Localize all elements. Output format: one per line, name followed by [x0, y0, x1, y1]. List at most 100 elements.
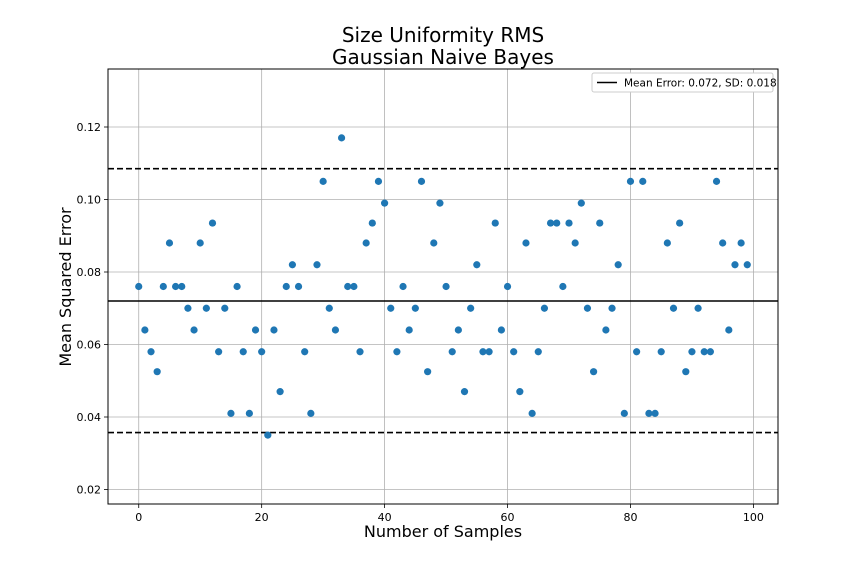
- data-point: [688, 348, 696, 356]
- data-point: [510, 348, 518, 356]
- chart-subtitle: Gaussian Naive Bayes: [332, 45, 554, 69]
- data-point: [559, 282, 567, 291]
- x-axis-label: Number of Samples: [364, 522, 522, 541]
- data-point: [467, 304, 475, 312]
- data-point: [233, 282, 241, 291]
- data-point: [608, 304, 616, 312]
- data-point: [712, 177, 721, 185]
- data-point: [663, 239, 671, 247]
- data-point: [614, 261, 622, 269]
- data-point: [571, 239, 579, 247]
- legend: Mean Error: 0.072, SD: 0.018: [591, 72, 777, 93]
- data-point: [319, 177, 327, 185]
- data-point: [215, 348, 223, 356]
- data-point: [208, 219, 217, 227]
- data-point: [522, 239, 530, 247]
- data-point: [264, 431, 272, 439]
- data-point: [682, 368, 690, 376]
- data-point: [448, 348, 456, 356]
- data-point: [221, 304, 229, 312]
- data-point: [706, 348, 714, 356]
- data-point: [288, 261, 297, 269]
- data-point: [337, 134, 346, 142]
- data-point: [442, 282, 450, 291]
- data-point: [454, 326, 462, 334]
- data-point: [301, 348, 309, 356]
- data-point: [719, 239, 727, 247]
- data-point: [479, 348, 487, 356]
- x-tick-label: 60: [501, 511, 515, 524]
- legend-box: [591, 72, 774, 93]
- data-point: [565, 219, 573, 227]
- data-point: [639, 177, 647, 185]
- x-axis-ticks: 0 20 40 60 80 100: [135, 504, 764, 524]
- data-point: [251, 326, 260, 334]
- data-point: [172, 282, 180, 291]
- data-point: [178, 282, 186, 291]
- data-point: [725, 326, 733, 334]
- data-point: [546, 219, 555, 227]
- data-point: [325, 304, 333, 312]
- data-point: [368, 219, 376, 227]
- data-point: [356, 348, 364, 356]
- data-point: [473, 261, 481, 269]
- data-point: [307, 409, 315, 417]
- data-point: [196, 239, 204, 247]
- chart-title: Size Uniformity RMS: [342, 23, 544, 47]
- y-axis-label: Mean Squared Error: [56, 207, 75, 367]
- data-point: [313, 261, 321, 269]
- data-point: [737, 239, 745, 247]
- data-point: [294, 282, 303, 291]
- data-point: [258, 348, 266, 356]
- y-tick-label: 0.08: [77, 266, 102, 279]
- data-point: [393, 348, 401, 356]
- data-point: [497, 326, 505, 334]
- data-point: [387, 304, 395, 312]
- data-point: [417, 177, 426, 185]
- data-point: [516, 388, 524, 396]
- data-point: [534, 348, 542, 356]
- data-point: [436, 199, 444, 207]
- data-point: [645, 409, 653, 417]
- data-point: [276, 388, 284, 396]
- x-tick-label: 80: [623, 511, 637, 524]
- data-point: [602, 326, 610, 334]
- data-point: [141, 326, 149, 334]
- x-tick-label: 0: [135, 511, 142, 524]
- data-point: [411, 304, 419, 312]
- data-point: [362, 239, 370, 247]
- plot-frame: [107, 68, 779, 505]
- data-point: [344, 282, 352, 291]
- data-point: [620, 409, 628, 417]
- data-point: [657, 348, 665, 356]
- data-point: [743, 261, 751, 269]
- data-point: [669, 304, 678, 312]
- data-point: [374, 177, 383, 185]
- x-tick-label: 40: [378, 511, 392, 524]
- data-point: [227, 409, 235, 417]
- data-point: [485, 348, 493, 356]
- data-point: [184, 304, 192, 312]
- data-point: [245, 409, 253, 417]
- data-point: [165, 239, 174, 247]
- y-tick-label: 0.10: [77, 194, 102, 207]
- data-point: [553, 219, 561, 227]
- y-tick-label: 0.02: [77, 484, 102, 497]
- x-tick-label: 20: [255, 511, 269, 524]
- data-point: [700, 348, 708, 356]
- data-point: [651, 409, 659, 417]
- data-point: [399, 282, 407, 291]
- data-point: [540, 304, 549, 312]
- data-point: [583, 304, 592, 312]
- data-point: [202, 304, 210, 312]
- data-point: [135, 282, 143, 291]
- y-tick-label: 0.04: [77, 411, 102, 424]
- data-point: [491, 219, 499, 227]
- data-point: [589, 368, 598, 376]
- data-point: [528, 409, 536, 417]
- x-tick-label: 100: [743, 511, 764, 524]
- reference-lines: [108, 167, 778, 434]
- data-point: [159, 282, 167, 291]
- data-point: [424, 368, 432, 376]
